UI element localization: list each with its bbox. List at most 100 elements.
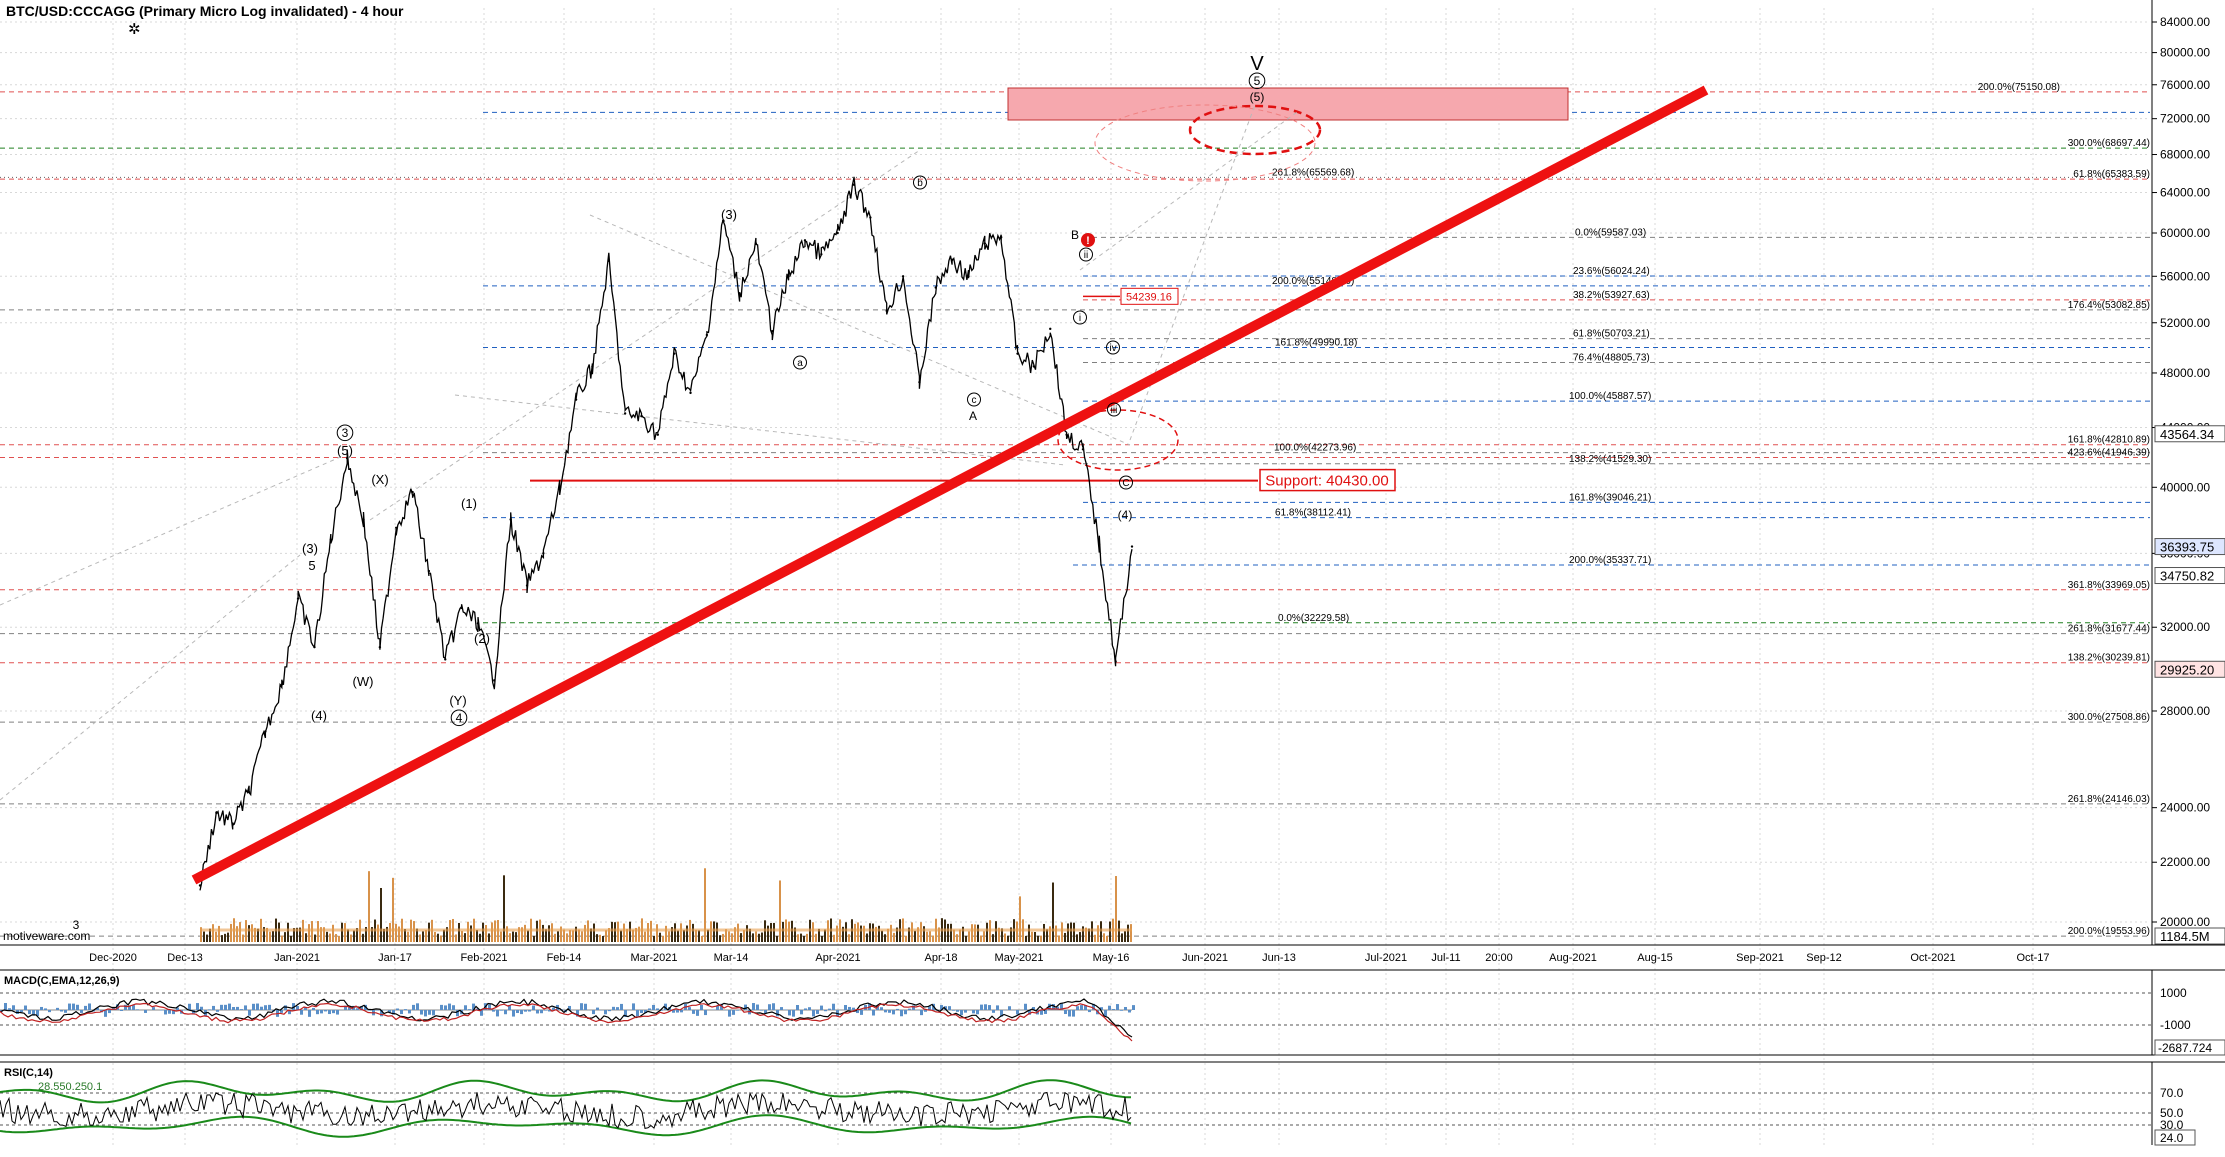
volume-bar [1034, 932, 1036, 942]
volume-bar [878, 926, 880, 942]
price-point [1049, 328, 1051, 330]
macd-hist-bar [820, 1006, 823, 1010]
price-point [689, 392, 691, 394]
price-point [1033, 365, 1035, 367]
macd-hist-bar [408, 1010, 411, 1013]
macd-hist-bar [1064, 1010, 1067, 1014]
volume-bar [230, 924, 232, 942]
volume-bar [872, 924, 874, 942]
macd-hist-bar [640, 1010, 643, 1013]
price-tick-label: 60000.00 [2160, 226, 2210, 240]
volume-bar [869, 923, 871, 942]
wave-label: (Y) [449, 693, 466, 708]
macd-hist-bar [4, 1003, 7, 1010]
macd-hist-bar [232, 1007, 235, 1010]
macd-hist-bar [520, 1010, 523, 1014]
volume-bar [1007, 936, 1009, 942]
price-point [395, 527, 397, 529]
price-point [673, 352, 675, 354]
time-tick-label: Jun-2021 [1182, 952, 1228, 964]
macd-hist-bar [1024, 1004, 1027, 1010]
macd-hist-bar [636, 1010, 639, 1016]
macd-hist-bar [800, 1010, 803, 1014]
gear-icon[interactable]: ✲ [128, 20, 141, 38]
volume-bar [1094, 935, 1096, 942]
rsi-label: RSI(C,14) [4, 1067, 53, 1079]
price-point [248, 791, 250, 793]
macd-hist-bar [728, 1010, 731, 1017]
volume-bar [803, 936, 805, 942]
volume-bar [527, 931, 529, 942]
macd-hist-bar [268, 1005, 271, 1010]
wave-label: (5) [337, 443, 353, 458]
volume-bar [281, 936, 283, 942]
volume-bar [467, 922, 469, 942]
volume-bar [215, 932, 217, 942]
fib-level-label: 61.8%(65383.59) [2073, 169, 2150, 180]
macd-hist-bar [120, 1010, 123, 1011]
time-tick-label: Oct-17 [2016, 952, 2049, 964]
volume-bar [767, 926, 769, 942]
macd-hist-bar [8, 1008, 11, 1010]
volume-bar [1121, 933, 1123, 942]
macd-hist-bar [1076, 1006, 1079, 1010]
volume-bar [422, 931, 424, 942]
time-tick-label: Sep-2021 [1736, 952, 1784, 964]
volume-bar [1031, 932, 1033, 942]
volume-bar [740, 933, 742, 942]
time-tick-label: Oct-2021 [1910, 952, 1955, 964]
macd-hist-bar [136, 1009, 139, 1010]
volume-bar [407, 932, 409, 942]
macd-hist-bar [984, 1004, 987, 1010]
volume-bar [788, 922, 790, 942]
macd-hist-bar [440, 1005, 443, 1010]
volume-bar [605, 930, 607, 942]
volume-bar [485, 925, 487, 942]
macd-hist-bar [904, 1010, 907, 1014]
fib-level-label: 161.8%(39046.21) [1569, 492, 1651, 503]
wave-label: (W) [353, 674, 374, 689]
macd-hist-bar [256, 1004, 259, 1010]
macd-hist-bar [536, 1010, 539, 1013]
volume-bar [269, 932, 271, 942]
macd-hist-bar [632, 1003, 635, 1010]
macd-hist-bar [908, 1009, 911, 1010]
fib-level-label: 0.0%(59587.03) [1575, 227, 1646, 238]
macd-hist-bar [1132, 1005, 1135, 1010]
volume-bar [662, 936, 664, 942]
volume-bar [1052, 883, 1054, 942]
volume-bar [755, 932, 757, 942]
volume-bar [779, 880, 781, 942]
price-point [428, 570, 430, 572]
volume-bar [551, 923, 553, 942]
macd-hist-bar [772, 1003, 775, 1010]
macd-hist-bar [596, 1008, 599, 1010]
volume-bar [524, 925, 526, 942]
volume-bar [1124, 931, 1126, 942]
fib-level-label: 176.4%(53082.85) [2068, 300, 2150, 311]
fib-level-label: 361.8%(33969.05) [2068, 580, 2150, 591]
macd-hist-bar [768, 1004, 771, 1010]
price-point [215, 812, 217, 814]
volume-bar [1115, 876, 1117, 942]
price-tick-label: 22000.00 [2160, 855, 2210, 869]
volume-bar [437, 934, 439, 942]
macd-hist-bar [236, 1007, 239, 1010]
price-point [820, 253, 822, 255]
volume-bar [278, 923, 280, 942]
volume-bar [719, 935, 721, 942]
time-tick-label: May-16 [1093, 952, 1130, 964]
volume-bar [980, 935, 982, 942]
price-tick-label: 48000.00 [2160, 366, 2210, 380]
price-point [1065, 433, 1067, 435]
price-point [460, 607, 462, 609]
volume-bar [1019, 896, 1021, 942]
macd-hist-bar [752, 1003, 755, 1010]
macd-hist-bar [448, 1004, 451, 1010]
volume-bar [692, 924, 694, 942]
macd-hist-bar [20, 1010, 23, 1012]
volume-bar [995, 921, 997, 942]
macd-hist-bar [220, 1005, 223, 1010]
macd-hist-bar [468, 1009, 471, 1010]
